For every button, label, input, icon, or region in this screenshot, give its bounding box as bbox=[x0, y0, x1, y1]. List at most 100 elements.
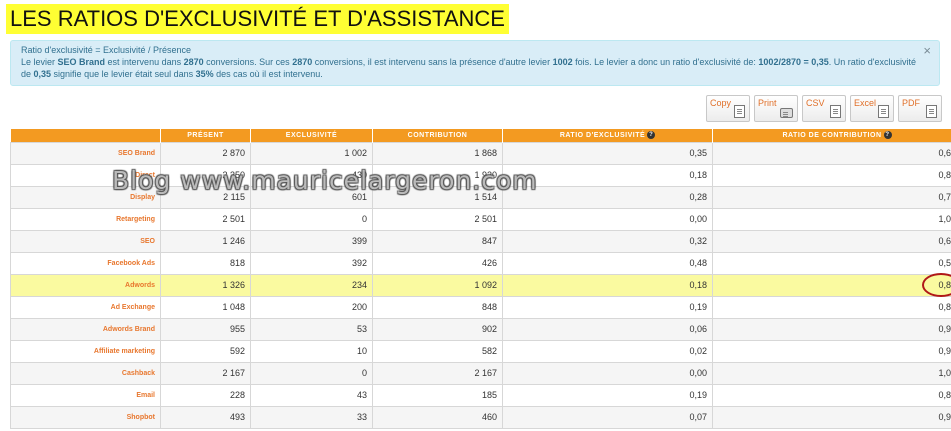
cell-ratio-contrib: 1,00 bbox=[712, 207, 951, 231]
copy-icon bbox=[734, 105, 745, 118]
cell-contribution: 902 bbox=[372, 317, 503, 341]
cell-contribution: 2 501 bbox=[372, 207, 503, 231]
cell-lever: Email bbox=[10, 383, 161, 407]
column-header-lever bbox=[10, 129, 161, 142]
highlight-circle bbox=[922, 272, 951, 297]
pdf-file-icon bbox=[926, 105, 937, 118]
csv-button-label: CSV bbox=[806, 98, 825, 108]
close-icon[interactable]: × bbox=[923, 43, 931, 58]
cell-ratio-excl: 0,07 bbox=[502, 405, 713, 429]
cell-present: 592 bbox=[160, 339, 251, 363]
help-icon[interactable]: ? bbox=[883, 131, 892, 140]
cell-contribution: 1 920 bbox=[372, 163, 503, 187]
cell-exclusivite: 33 bbox=[250, 405, 373, 429]
cell-present: 493 bbox=[160, 405, 251, 429]
cell-exclusivite: 0 bbox=[250, 361, 373, 385]
cell-ratio-contrib: 0,98 bbox=[712, 339, 951, 363]
cell-ratio-contrib: 0,81 bbox=[712, 295, 951, 319]
cell-lever: Cashback bbox=[10, 361, 161, 385]
cell-ratio-excl: 0,02 bbox=[502, 339, 713, 363]
cell-present: 2 115 bbox=[160, 185, 251, 209]
cell-ratio-contrib: 0,93 bbox=[712, 405, 951, 429]
cell-exclusivite: 234 bbox=[250, 273, 373, 297]
cell-lever: Affiliate marketing bbox=[10, 339, 161, 363]
cell-present: 2 501 bbox=[160, 207, 251, 231]
cell-exclusivite: 53 bbox=[250, 317, 373, 341]
column-header-ratio-contribution[interactable]: RATIO DE CONTRIBUTION? bbox=[712, 129, 951, 142]
cell-ratio-excl: 0,19 bbox=[502, 295, 713, 319]
cell-present: 1 326 bbox=[160, 273, 251, 297]
copy-button-label: Copy bbox=[710, 98, 732, 108]
column-header-present[interactable]: PRÉSENT bbox=[160, 129, 251, 142]
cell-present: 228 bbox=[160, 383, 251, 407]
cell-exclusivite: 1 002 bbox=[250, 141, 373, 165]
info-explanation: Le levier SEO Brand est intervenu dans 2… bbox=[21, 57, 917, 79]
cell-lever: Ad Exchange bbox=[10, 295, 161, 319]
cell-exclusivite: 430 bbox=[250, 163, 373, 187]
copy-button[interactable]: Copy bbox=[706, 95, 750, 122]
printer-icon bbox=[780, 108, 793, 118]
print-button[interactable]: Print bbox=[754, 95, 798, 122]
export-toolbar: Copy Print CSV Excel PDF bbox=[706, 95, 942, 122]
cell-ratio-contrib: 0,82 bbox=[712, 163, 951, 187]
column-header-exclusivite[interactable]: EXCLUSIVITÉ bbox=[250, 129, 373, 142]
excel-button[interactable]: Excel bbox=[850, 95, 894, 122]
cell-ratio-contrib: 0,52 bbox=[712, 251, 951, 275]
column-header-contribution[interactable]: CONTRIBUTION bbox=[372, 129, 503, 142]
cell-ratio-contrib: 0,94 bbox=[712, 317, 951, 341]
print-button-label: Print bbox=[758, 98, 777, 108]
cell-ratio-contrib: 0,68 bbox=[712, 229, 951, 253]
cell-contribution: 848 bbox=[372, 295, 503, 319]
column-header-ratio-exclusivite[interactable]: RATIO D'EXCLUSIVITÉ? bbox=[502, 129, 713, 142]
table-header-row: PRÉSENT EXCLUSIVITÉ CONTRIBUTION RATIO D… bbox=[10, 129, 951, 142]
cell-contribution: 582 bbox=[372, 339, 503, 363]
cell-present: 1 246 bbox=[160, 229, 251, 253]
cell-contribution: 185 bbox=[372, 383, 503, 407]
csv-button[interactable]: CSV bbox=[802, 95, 846, 122]
help-icon[interactable]: ? bbox=[647, 131, 656, 140]
cell-present: 955 bbox=[160, 317, 251, 341]
cell-present: 2 870 bbox=[160, 141, 251, 165]
cell-present: 2 167 bbox=[160, 361, 251, 385]
excel-file-icon bbox=[878, 105, 889, 118]
cell-ratio-contrib: 0,82 bbox=[712, 272, 951, 297]
cell-ratio-contrib: 1,00 bbox=[712, 361, 951, 385]
cell-contribution: 847 bbox=[372, 229, 503, 253]
cell-exclusivite: 10 bbox=[250, 339, 373, 363]
cell-ratio-excl: 0,32 bbox=[502, 229, 713, 253]
cell-contribution: 426 bbox=[372, 251, 503, 275]
cell-ratio-excl: 0,00 bbox=[502, 207, 713, 231]
cell-lever: Retargeting bbox=[10, 207, 161, 231]
cell-present: 818 bbox=[160, 251, 251, 275]
info-formula: Ratio d'exclusivité = Exclusivité / Prés… bbox=[21, 45, 192, 55]
ratios-table-container: PRÉSENT EXCLUSIVITÉ CONTRIBUTION RATIO D… bbox=[10, 129, 951, 429]
pdf-button[interactable]: PDF bbox=[898, 95, 942, 122]
cell-ratio-excl: 0,35 bbox=[502, 141, 713, 165]
watermark: Blog www.mauricelargeron.com bbox=[112, 166, 538, 195]
cell-contribution: 1 868 bbox=[372, 141, 503, 165]
ratios-table: PRÉSENT EXCLUSIVITÉ CONTRIBUTION RATIO D… bbox=[10, 129, 951, 429]
cell-ratio-excl: 0,06 bbox=[502, 317, 713, 341]
cell-ratio-excl: 0,48 bbox=[502, 251, 713, 275]
cell-contribution: 460 bbox=[372, 405, 503, 429]
cell-lever: Direct bbox=[10, 163, 161, 187]
cell-lever: SEO Brand bbox=[10, 141, 161, 165]
cell-lever: Facebook Ads bbox=[10, 251, 161, 275]
cell-ratio-contrib: 0,81 bbox=[712, 383, 951, 407]
cell-exclusivite: 200 bbox=[250, 295, 373, 319]
cell-ratio-contrib: 0,72 bbox=[712, 185, 951, 209]
cell-lever: Adwords Brand bbox=[10, 317, 161, 341]
cell-exclusivite: 0 bbox=[250, 207, 373, 231]
